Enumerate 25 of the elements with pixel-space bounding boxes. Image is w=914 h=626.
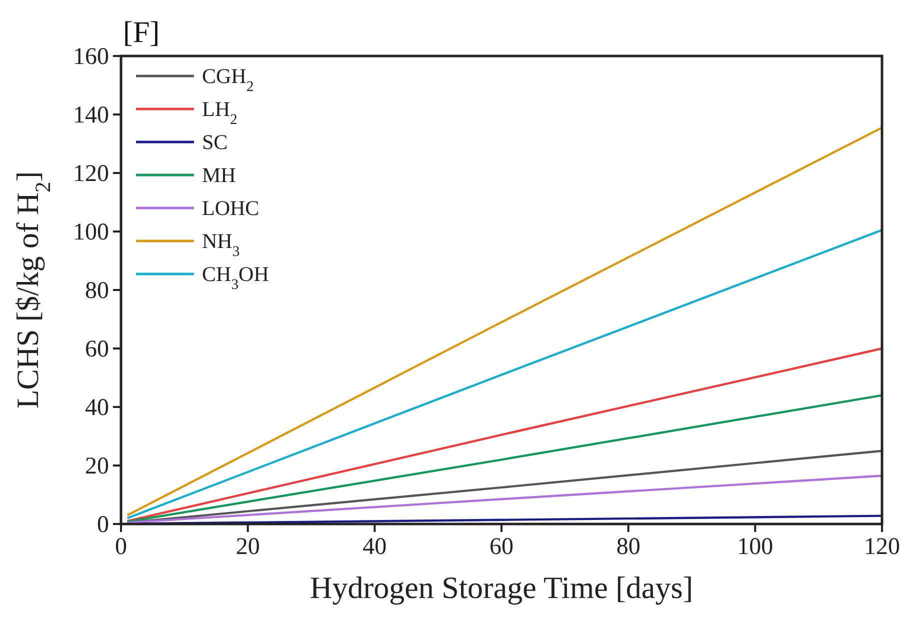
legend-label: LH$_{2}$ <box>202 97 238 128</box>
y-tick-label: 140 <box>73 102 109 128</box>
legend-label: SC <box>202 130 228 154</box>
y-tick-label: 120 <box>73 161 109 187</box>
y-tick-label: 80 <box>85 278 109 304</box>
x-tick-label: 60 <box>490 534 514 560</box>
legend-label: NH$_{3}$ <box>202 229 240 260</box>
y-tick-label: 40 <box>85 395 109 421</box>
y-tick-label: 160 <box>73 44 109 70</box>
legend-label: CGH$_{2}$ <box>202 64 254 95</box>
x-tick-label: 80 <box>616 534 640 560</box>
y-tick-label: 60 <box>85 336 109 362</box>
x-tick-label: 0 <box>115 534 127 560</box>
x-axis-title: Hydrogen Storage Time [days] <box>310 570 694 605</box>
legend-label: CH$_{3}$OH <box>202 262 269 293</box>
x-tick-label: 100 <box>737 534 774 560</box>
chart-title: [F] <box>123 16 160 49</box>
legend-label: LOHC <box>202 196 260 220</box>
y-tick-label: 20 <box>85 454 109 480</box>
x-tick-label: 120 <box>864 534 900 560</box>
y-tick-label: 0 <box>97 512 109 538</box>
x-tick-label: 20 <box>236 534 260 560</box>
x-tick-label: 40 <box>362 534 387 560</box>
legend-label: MH <box>202 163 236 187</box>
y-tick-label: 100 <box>73 220 109 246</box>
